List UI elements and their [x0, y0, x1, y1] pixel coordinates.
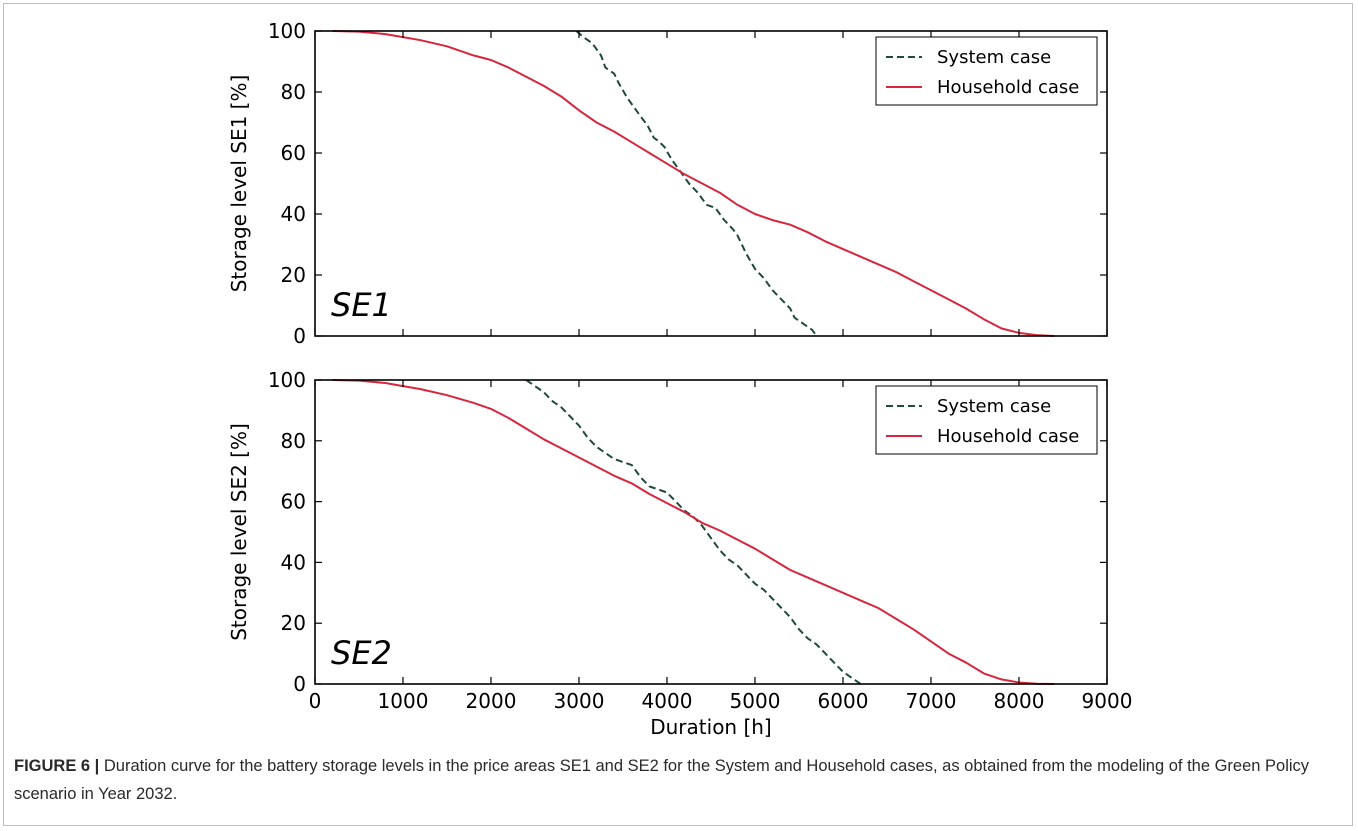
caption-label: FIGURE 6 |: [14, 757, 100, 775]
caption-text: Duration curve for the battery storage l…: [14, 757, 1310, 803]
y-tick-label: 100: [268, 368, 306, 392]
y-tick-label: 0: [293, 324, 306, 348]
y-axis-label: Storage level SE1 [%]: [227, 75, 251, 293]
plot-se1: 0 20 40 60 80 100 Storage level SE1 [%] SE1 Syst…: [227, 19, 1108, 348]
panel-annotation: SE1: [331, 286, 392, 324]
y-tick-label: 20: [281, 611, 306, 635]
panel-annotation: SE2: [331, 634, 392, 672]
x-tick-label: 4000: [642, 689, 693, 713]
plot-se2: 0 1000 2000 3000 4000 5000 6000 7000 8000 9000 0 20…: [227, 368, 1132, 739]
legend-label: System case: [937, 47, 1051, 68]
y-tick-label: 20: [281, 263, 306, 287]
y-tick-label: 80: [281, 429, 306, 453]
legend-label: System case: [937, 396, 1051, 417]
y-tick-label: 0: [293, 672, 306, 696]
series-line-household: [332, 379, 1055, 685]
legend-label: Household case: [937, 426, 1079, 447]
figure-charts: 0 20 40 60 80 100 Storage level SE1 [%] SE1 Syst…: [227, 19, 1132, 739]
legend-label: Household case: [937, 77, 1079, 98]
x-axis-label: Duration [h]: [650, 715, 772, 739]
y-tick-label: 40: [281, 550, 306, 574]
axes-frame: [314, 30, 1108, 337]
y-tick-label: 80: [281, 80, 306, 104]
x-tick-label: 7000: [906, 689, 957, 713]
y-tick-label: 60: [281, 141, 306, 165]
y-tick-label: 100: [268, 19, 306, 43]
figure-caption: FIGURE 6 | Duration curve for the batter…: [14, 752, 1344, 808]
figure-frame: [3, 3, 1353, 826]
x-tick-label: 2000: [466, 689, 517, 713]
x-tick-label: 3000: [554, 689, 605, 713]
x-tick-label: 1000: [378, 689, 429, 713]
x-tick-label: 8000: [994, 689, 1045, 713]
y-tick-label: 40: [281, 202, 306, 226]
x-tick-label: 6000: [818, 689, 869, 713]
y-axis-label: Storage level SE2 [%]: [227, 423, 251, 641]
series-line-system: [575, 30, 818, 337]
series-line-household: [332, 30, 1055, 337]
legend-box: [875, 36, 1098, 106]
series-line-system: [525, 379, 862, 685]
x-tick-label: 0: [309, 689, 322, 713]
legend-box: [875, 385, 1098, 455]
axes-frame: [314, 379, 1108, 685]
x-tick-label: 9000: [1082, 689, 1133, 713]
y-tick-label: 60: [281, 490, 306, 514]
x-tick-label: 5000: [730, 689, 781, 713]
